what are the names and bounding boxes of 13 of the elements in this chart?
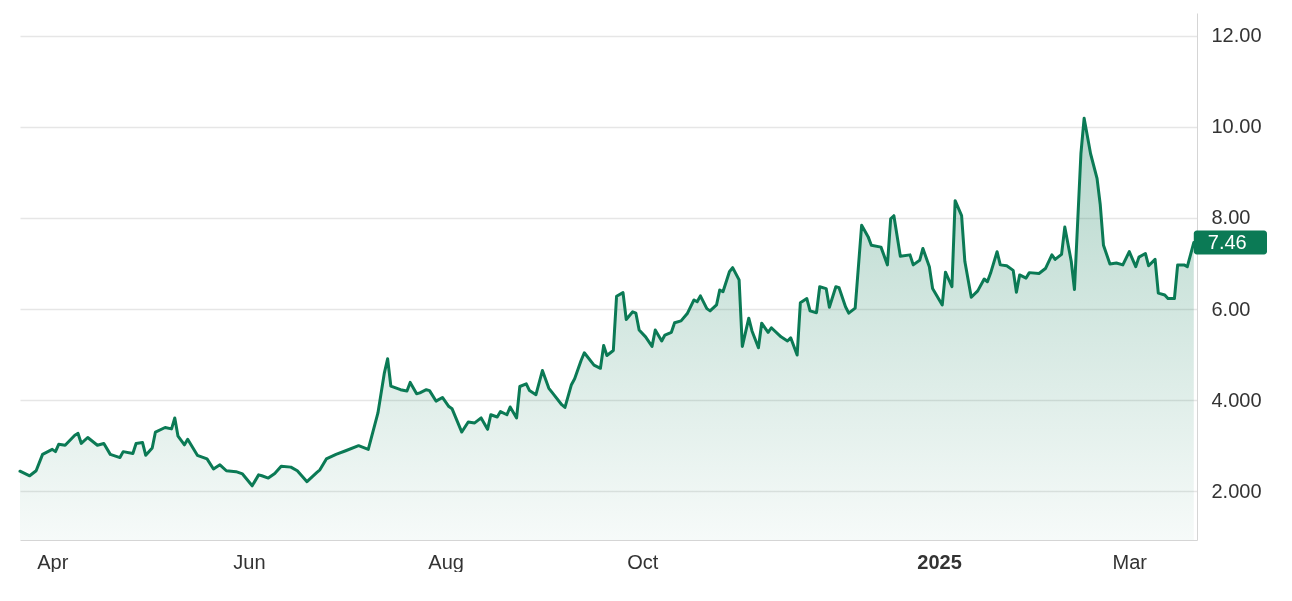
y-tick-label: 8.00 xyxy=(1211,206,1251,229)
y-tick-label: 12.00 xyxy=(1211,24,1262,47)
x-tick-label: Oct xyxy=(627,550,659,573)
x-tick-label: Aug xyxy=(428,550,464,573)
y-tick-label: 10.00 xyxy=(1211,115,1262,138)
x-tick-label: Jun xyxy=(233,550,266,573)
x-tick-label: 2025 xyxy=(917,550,962,573)
y-tick-label: 4.000 xyxy=(1211,388,1262,411)
x-tick-label: Apr xyxy=(37,550,69,573)
annotation: 7.46 xyxy=(1207,230,1247,253)
x-tick-label: Mar xyxy=(1112,550,1148,573)
y-tick-label: 6.00 xyxy=(1211,297,1251,320)
y-tick-label: 2.000 xyxy=(1211,479,1262,502)
